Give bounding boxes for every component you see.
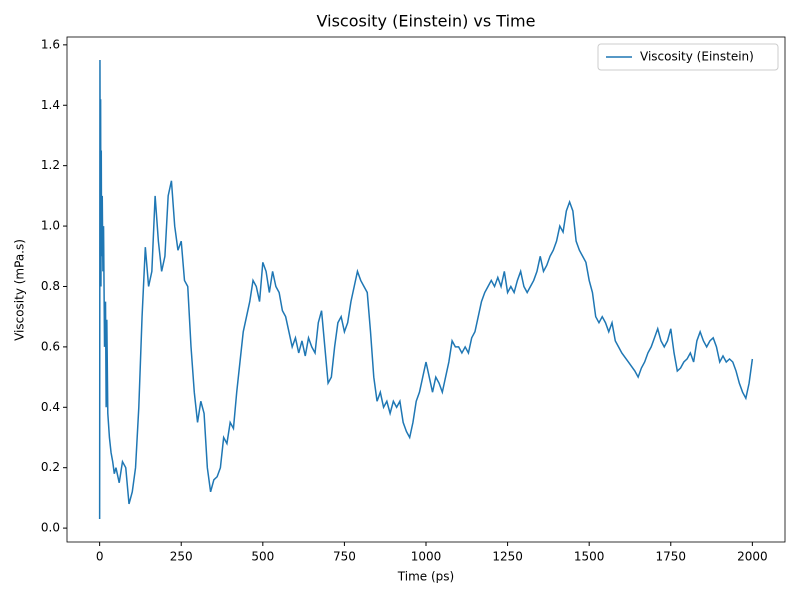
x-tick-label: 1750 — [655, 550, 686, 564]
y-tick-label: 0.2 — [41, 460, 60, 474]
x-tick-label: 1000 — [411, 550, 442, 564]
x-tick-label: 250 — [170, 550, 193, 564]
y-tick-label: 0.6 — [41, 339, 60, 353]
legend-box — [597, 43, 779, 71]
y-tick-label: 0.0 — [41, 521, 60, 535]
x-tick-label: 500 — [251, 550, 274, 564]
x-axis-label: Time (ps) — [397, 570, 454, 584]
y-tick-label: 1.4 — [41, 98, 60, 112]
y-tick-label: 1.0 — [41, 219, 60, 233]
x-tick-label: 1250 — [492, 550, 523, 564]
x-tick-label: 2000 — [737, 550, 768, 564]
legend-label: Viscosity (Einstein) — [640, 50, 754, 64]
y-tick-label: 1.2 — [41, 158, 60, 172]
y-tick-label: 1.6 — [41, 37, 60, 51]
chart-title: Viscosity (Einstein) vs Time — [317, 12, 536, 31]
data-line — [98, 59, 754, 520]
x-tick-label: 1500 — [574, 550, 605, 564]
x-tick-label: 750 — [333, 550, 356, 564]
y-tick-label: 0.4 — [41, 400, 60, 414]
plot-frame — [66, 36, 786, 543]
y-axis-label: Viscosity (mPa.s) — [13, 239, 27, 341]
x-tick-label: 0 — [96, 550, 104, 564]
y-tick-label: 0.8 — [41, 279, 60, 293]
